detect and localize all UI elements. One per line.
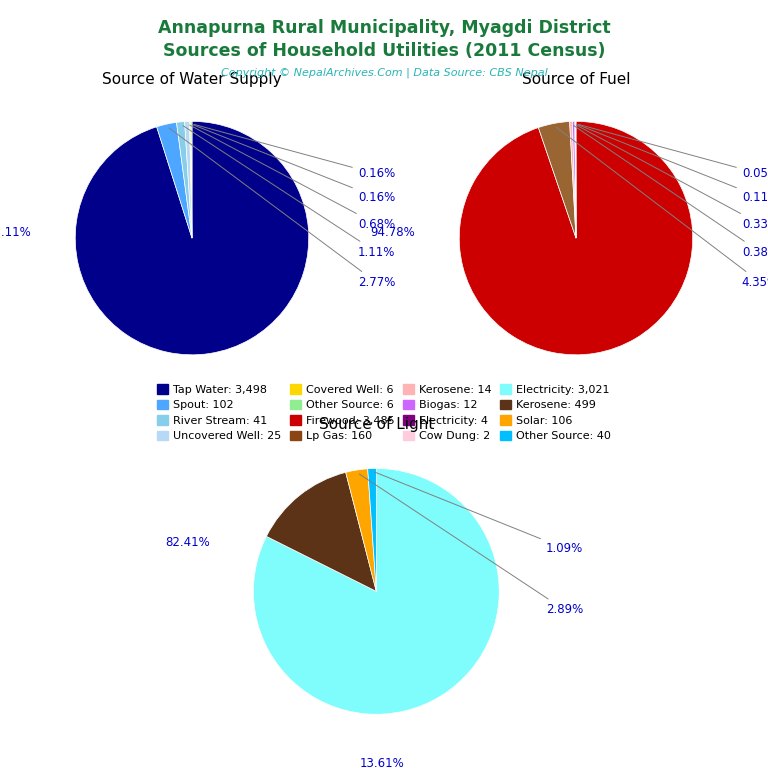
Wedge shape xyxy=(75,121,309,355)
Text: 4.35%: 4.35% xyxy=(557,127,768,289)
Wedge shape xyxy=(574,121,576,238)
Text: 0.05%: 0.05% xyxy=(578,124,768,180)
Wedge shape xyxy=(570,121,576,238)
Text: 0.16%: 0.16% xyxy=(194,124,395,180)
Text: 2.89%: 2.89% xyxy=(359,474,583,616)
Wedge shape xyxy=(368,468,376,591)
Text: 0.16%: 0.16% xyxy=(193,124,395,204)
Text: 0.33%: 0.33% xyxy=(576,125,768,230)
Text: Copyright © NepalArchives.Com | Data Source: CBS Nepal: Copyright © NepalArchives.Com | Data Sou… xyxy=(220,68,548,78)
Wedge shape xyxy=(184,121,192,238)
Text: 0.11%: 0.11% xyxy=(578,124,768,204)
Text: 13.61%: 13.61% xyxy=(360,757,405,768)
Text: 1.09%: 1.09% xyxy=(375,472,583,554)
Wedge shape xyxy=(190,121,192,238)
Text: 0.68%: 0.68% xyxy=(190,125,395,230)
Wedge shape xyxy=(266,472,376,591)
Title: Source of Fuel: Source of Fuel xyxy=(521,72,631,87)
Wedge shape xyxy=(572,121,576,238)
Wedge shape xyxy=(157,122,192,238)
Title: Source of Water Supply: Source of Water Supply xyxy=(102,72,282,87)
Title: Source of Light: Source of Light xyxy=(319,418,434,432)
Text: 2.77%: 2.77% xyxy=(169,128,396,289)
Wedge shape xyxy=(177,121,192,238)
Wedge shape xyxy=(538,121,576,238)
Wedge shape xyxy=(253,468,499,714)
Legend: Tap Water: 3,498, Spout: 102, River Stream: 41, Uncovered Well: 25, Covered Well: Tap Water: 3,498, Spout: 102, River Stre… xyxy=(157,385,611,441)
Wedge shape xyxy=(459,121,693,355)
Text: Sources of Household Utilities (2011 Census): Sources of Household Utilities (2011 Cen… xyxy=(163,42,605,60)
Wedge shape xyxy=(190,121,192,238)
Text: Annapurna Rural Municipality, Myagdi District: Annapurna Rural Municipality, Myagdi Dis… xyxy=(157,19,611,37)
Text: 94.78%: 94.78% xyxy=(370,226,415,239)
Text: 95.11%: 95.11% xyxy=(0,226,31,239)
Text: 82.41%: 82.41% xyxy=(166,536,210,548)
Wedge shape xyxy=(346,468,376,591)
Text: 0.38%: 0.38% xyxy=(574,125,768,259)
Text: 1.11%: 1.11% xyxy=(183,126,396,259)
